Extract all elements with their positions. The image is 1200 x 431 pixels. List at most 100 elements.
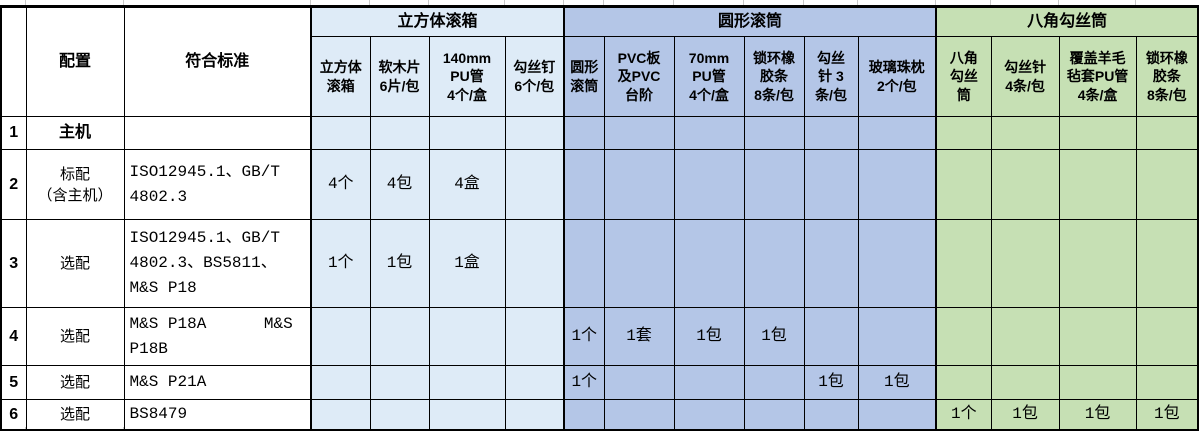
row-number-cell[interactable]: 6 xyxy=(0,398,27,431)
data-cell[interactable]: 1套 xyxy=(603,307,675,366)
data-cell[interactable] xyxy=(428,365,506,400)
row-number-cell[interactable]: 1 xyxy=(0,116,27,150)
data-cell[interactable] xyxy=(743,398,805,431)
data-cell[interactable] xyxy=(935,365,992,400)
row-number-cell[interactable]: 2 xyxy=(0,149,27,220)
data-cell[interactable] xyxy=(935,307,992,366)
data-cell[interactable] xyxy=(504,398,565,431)
data-cell[interactable] xyxy=(369,307,430,366)
data-cell[interactable]: 1包 xyxy=(369,219,430,308)
data-cell[interactable]: 1包 xyxy=(803,365,859,400)
data-cell[interactable] xyxy=(1135,219,1199,308)
data-cell[interactable]: 1包 xyxy=(1058,398,1137,431)
data-cell[interactable] xyxy=(990,149,1060,220)
data-cell[interactable] xyxy=(603,398,675,431)
data-cell[interactable] xyxy=(935,149,992,220)
data-cell[interactable] xyxy=(803,219,859,308)
data-cell[interactable] xyxy=(603,149,675,220)
data-cell[interactable] xyxy=(563,219,605,308)
row-number-cell[interactable]: 5 xyxy=(0,365,27,400)
data-cell[interactable] xyxy=(673,219,745,308)
standard-cell[interactable]: M&S P18A M&S P18B xyxy=(123,307,312,366)
data-cell[interactable] xyxy=(369,365,430,400)
data-cell[interactable] xyxy=(603,116,675,150)
row-number-cell[interactable]: 4 xyxy=(0,307,27,366)
data-cell[interactable] xyxy=(563,149,605,220)
standard-cell[interactable]: BS8479 xyxy=(123,398,312,431)
data-cell[interactable] xyxy=(504,365,565,400)
data-cell[interactable]: 1盒 xyxy=(428,219,506,308)
config-cell[interactable]: 选配 xyxy=(25,307,125,366)
data-cell[interactable] xyxy=(369,398,430,431)
data-cell[interactable] xyxy=(673,149,745,220)
config-cell[interactable]: 标配 （含主机） xyxy=(25,149,125,220)
data-cell[interactable]: 1个 xyxy=(563,365,605,400)
data-cell[interactable] xyxy=(990,365,1060,400)
data-cell[interactable]: 4个 xyxy=(310,149,371,220)
data-cell[interactable]: 1包 xyxy=(990,398,1060,431)
config-cell[interactable]: 主机 xyxy=(25,116,125,150)
data-cell[interactable]: 1包 xyxy=(743,307,805,366)
data-cell[interactable] xyxy=(803,398,859,431)
data-cell[interactable] xyxy=(310,398,371,431)
data-cell[interactable] xyxy=(743,219,805,308)
data-cell[interactable]: 4包 xyxy=(369,149,430,220)
data-cell[interactable]: 1包 xyxy=(857,365,937,400)
data-cell[interactable] xyxy=(1058,149,1137,220)
data-cell[interactable] xyxy=(603,219,675,308)
data-cell[interactable] xyxy=(673,116,745,150)
data-cell[interactable] xyxy=(504,149,565,220)
data-cell[interactable] xyxy=(563,398,605,431)
data-cell[interactable] xyxy=(1135,116,1199,150)
data-cell[interactable] xyxy=(1058,116,1137,150)
data-cell[interactable] xyxy=(990,219,1060,308)
data-cell[interactable]: 1个 xyxy=(935,398,992,431)
data-cell[interactable] xyxy=(990,307,1060,366)
data-cell[interactable] xyxy=(310,307,371,366)
data-cell[interactable] xyxy=(857,219,937,308)
data-cell[interactable]: 1个 xyxy=(563,307,605,366)
data-cell[interactable] xyxy=(803,149,859,220)
data-cell[interactable] xyxy=(504,116,565,150)
standard-cell[interactable]: M&S P21A xyxy=(123,365,312,400)
data-cell[interactable] xyxy=(1135,365,1199,400)
data-cell[interactable] xyxy=(743,149,805,220)
data-cell[interactable] xyxy=(673,365,745,400)
data-cell[interactable] xyxy=(857,398,937,431)
standard-cell[interactable]: ISO12945.1、GB/T 4802.3 xyxy=(123,149,312,220)
data-cell[interactable] xyxy=(504,219,565,308)
data-cell[interactable] xyxy=(803,307,859,366)
config-cell[interactable]: 选配 xyxy=(25,365,125,400)
data-cell[interactable] xyxy=(857,149,937,220)
row-number-cell[interactable]: 3 xyxy=(0,219,27,308)
config-cell[interactable]: 选配 xyxy=(25,219,125,308)
data-cell[interactable]: 4盒 xyxy=(428,149,506,220)
data-cell[interactable] xyxy=(428,307,506,366)
data-cell[interactable] xyxy=(990,116,1060,150)
data-cell[interactable]: 1个 xyxy=(310,219,371,308)
data-cell[interactable] xyxy=(428,398,506,431)
data-cell[interactable] xyxy=(1135,307,1199,366)
data-cell[interactable] xyxy=(428,116,506,150)
data-cell[interactable]: 1包 xyxy=(1135,398,1199,431)
data-cell[interactable] xyxy=(1058,219,1137,308)
data-cell[interactable] xyxy=(1058,307,1137,366)
data-cell[interactable] xyxy=(563,116,605,150)
data-cell[interactable] xyxy=(935,219,992,308)
data-cell[interactable] xyxy=(504,307,565,366)
data-cell[interactable]: 1包 xyxy=(673,307,745,366)
data-cell[interactable] xyxy=(673,398,745,431)
data-cell[interactable] xyxy=(1058,365,1137,400)
data-cell[interactable] xyxy=(857,307,937,366)
data-cell[interactable] xyxy=(369,116,430,150)
data-cell[interactable] xyxy=(603,365,675,400)
standard-cell[interactable] xyxy=(123,116,312,150)
data-cell[interactable] xyxy=(743,116,805,150)
data-cell[interactable] xyxy=(935,116,992,150)
standard-cell[interactable]: ISO12945.1、GB/T 4802.3、BS5811、M&S P18 xyxy=(123,219,312,308)
data-cell[interactable] xyxy=(803,116,859,150)
data-cell[interactable] xyxy=(743,365,805,400)
config-cell[interactable]: 选配 xyxy=(25,398,125,431)
data-cell[interactable] xyxy=(857,116,937,150)
data-cell[interactable] xyxy=(310,116,371,150)
